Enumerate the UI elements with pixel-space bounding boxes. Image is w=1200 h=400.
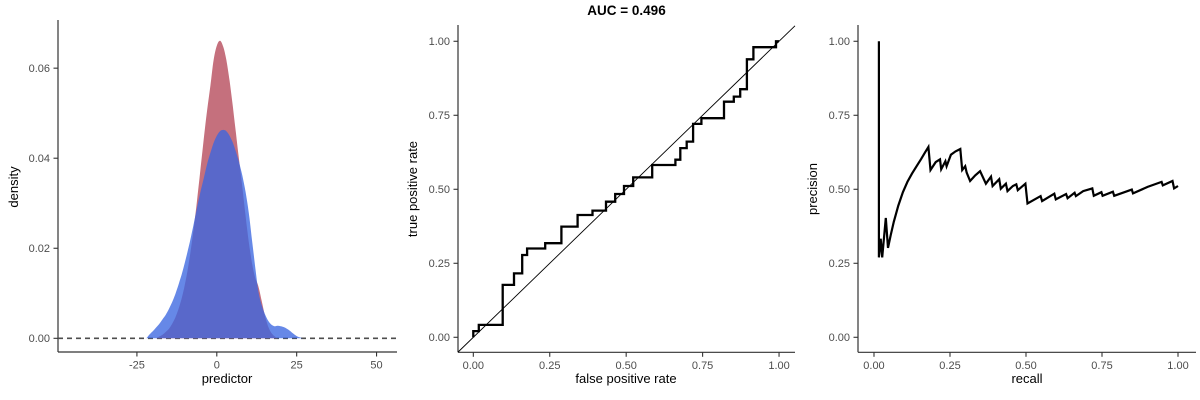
y-tick-label: 0.25 <box>429 258 450 270</box>
y-tick-label: 0.02 <box>29 243 50 255</box>
class-0-density <box>146 129 304 339</box>
y-tick-label: 0.00 <box>829 332 850 344</box>
y-tick-label: 0.04 <box>29 153 50 165</box>
x-tick-label: 0.00 <box>463 360 484 372</box>
y-tick-label: 0.50 <box>429 184 450 196</box>
x-tick-label: 50 <box>370 360 382 372</box>
y-tick-label: 0.75 <box>429 110 450 122</box>
roc-x-axis-title: false positive rate <box>575 371 677 386</box>
density-x-axis-title: predictor <box>201 371 253 386</box>
density-y-axis-title: density <box>6 166 21 208</box>
diagonal-reference-line <box>457 25 796 353</box>
x-tick-label: 0 <box>214 360 220 372</box>
x-tick-label: 0.50 <box>615 360 636 372</box>
x-tick-label: 0.75 <box>692 360 713 372</box>
y-tick-label: 0.25 <box>829 258 850 270</box>
pr-y-axis-title: precision <box>805 162 820 216</box>
y-tick-label: 0.50 <box>829 184 850 196</box>
x-tick-label: 0.25 <box>939 360 960 372</box>
y-tick-label: 1.00 <box>429 36 450 48</box>
y-tick-label: 0.00 <box>429 332 450 344</box>
x-tick-label: 1.00 <box>1167 360 1188 372</box>
y-tick-label: 0.06 <box>29 63 50 75</box>
x-tick-label: -25 <box>129 360 145 372</box>
roc-curve <box>472 40 779 338</box>
y-tick-label: 1.00 <box>829 36 850 48</box>
y-tick-label: 0.75 <box>829 110 850 122</box>
x-tick-label: 0.00 <box>863 360 884 372</box>
x-tick-label: 0.50 <box>1015 360 1036 372</box>
x-tick-label: 0.25 <box>539 360 560 372</box>
density-plot-canvas: -25 0 25 50 0.00 0.02 0.04 0.06 <box>29 20 397 372</box>
roc-panel: AUC = 0.496 0.00 0.25 0.50 0.75 1.00 0.00 0.25… <box>400 0 800 400</box>
roc-plot-canvas: 0.00 0.25 0.50 0.75 1.00 0.00 0.25 0.50 0.75 1.00 <box>429 25 796 372</box>
pr-x-axis-title: recall <box>1011 371 1043 386</box>
x-tick-label: 0.75 <box>1091 360 1112 372</box>
x-tick-label: 1.00 <box>768 360 789 372</box>
pr-plot-canvas: 0.00 0.25 0.50 0.75 1.00 0.00 0.25 0.50 0.75 1.00 <box>829 25 1196 372</box>
pr-curve <box>877 41 1179 258</box>
roc-y-axis-title: true positive rate <box>405 140 420 238</box>
x-tick-label: 25 <box>291 360 303 372</box>
y-tick-label: 0.00 <box>29 333 50 345</box>
precision-recall-panel: 0.00 0.25 0.50 0.75 1.00 0.00 0.25 0.50 0.75 1.00… <box>800 0 1200 400</box>
roc-auc-title: AUC = 0.496 <box>587 3 666 18</box>
density-panel: -25 0 25 50 0.00 0.02 0.04 0.06 predictor densi… <box>0 0 400 400</box>
